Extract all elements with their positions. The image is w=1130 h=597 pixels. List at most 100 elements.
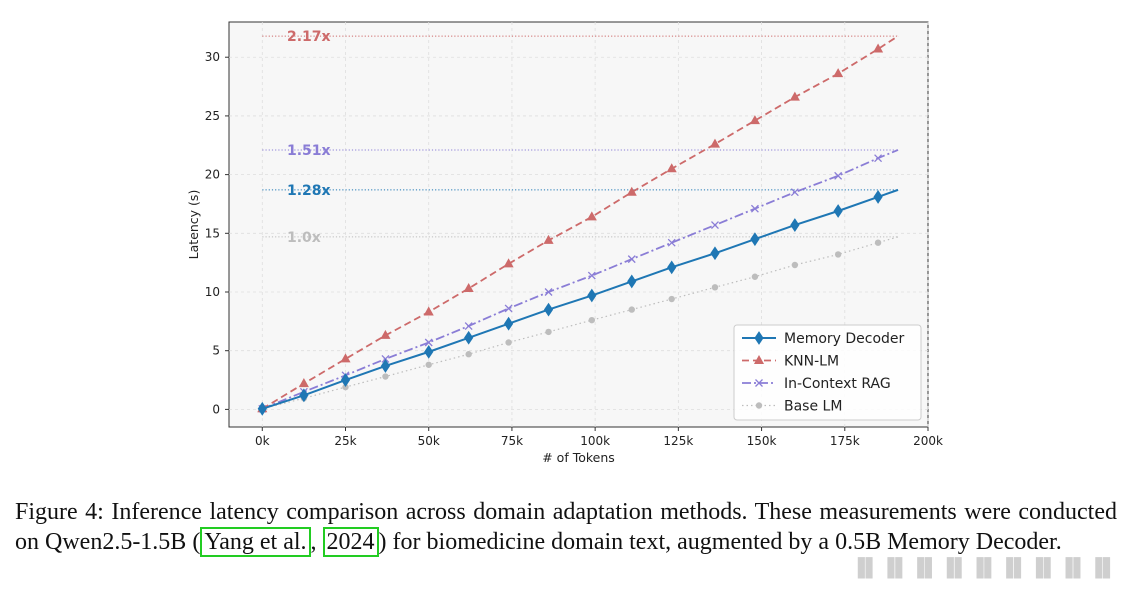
point-1-6 <box>503 258 514 268</box>
point-2-3 <box>381 354 390 363</box>
point-2-4 <box>424 338 433 347</box>
point-0-2 <box>340 373 351 387</box>
point-0-5 <box>464 330 474 345</box>
x-tick-label-4: 100k <box>580 434 610 448</box>
ratio-label-3: 1.0x <box>287 230 321 246</box>
point-1-10 <box>666 163 677 173</box>
point-0-13 <box>790 218 800 232</box>
y-tick-label-4: 20 <box>205 168 220 182</box>
legend-label-0: Memory Decoder <box>784 331 905 347</box>
legend: Memory Decoder KNN-LM In-Context RAG Base L… <box>733 324 922 421</box>
legend-marker-0 <box>754 331 764 345</box>
point-2-5 <box>464 322 473 331</box>
point-3-10 <box>668 295 675 303</box>
x-tick-label-7: 175k <box>830 434 860 448</box>
legend-label-1: KNN-LM <box>784 354 839 370</box>
x-axis-ticks: 0k 25k 50k 75k 100k 125k 150k 175k 200k <box>255 427 943 448</box>
point-3-7 <box>545 328 552 336</box>
point-2-11-b <box>711 221 719 230</box>
point-1-11 <box>709 138 721 148</box>
point-0-1 <box>299 388 309 403</box>
series-0 <box>257 188 899 416</box>
point-3-3 <box>382 373 389 380</box>
point-3-15 <box>874 239 882 246</box>
point-3-4 <box>425 361 432 368</box>
point-2-14-b <box>834 171 843 180</box>
point-3-13 <box>791 261 799 269</box>
point-2-10 <box>667 238 676 247</box>
x-tick-label-3: 75k <box>501 434 523 448</box>
point-2-14 <box>834 171 843 180</box>
point-1-15 <box>873 43 884 53</box>
point-1-13 <box>789 91 800 101</box>
point-1-4 <box>423 306 434 316</box>
y-tick-label-5: 25 <box>205 109 220 123</box>
point-3-8 <box>588 316 596 324</box>
point-1-2 <box>340 353 351 363</box>
legend-marker-3 <box>755 402 763 409</box>
y-tick-label-6: 30 <box>205 50 220 64</box>
point-3-2 <box>342 383 349 391</box>
point-2-9-b <box>627 255 636 264</box>
point-1-14 <box>833 68 844 78</box>
point-1-8 <box>586 211 597 221</box>
point-2-7-b <box>544 288 553 296</box>
point-2-4-b <box>424 338 433 347</box>
x-tick-label-0: 0k <box>255 434 270 448</box>
point-2-11 <box>711 221 719 230</box>
citation-link-year[interactable]: 2024 <box>322 527 379 557</box>
point-1-12 <box>749 115 760 125</box>
point-3-14 <box>834 251 842 258</box>
x-tick-label-5: 125k <box>663 434 693 448</box>
point-3-6 <box>505 339 512 346</box>
legend-box <box>733 324 922 421</box>
watermark-glyphs: ▐▌▐▌▐▌▐▌▐▌▐▌▐▌▐▌▐▌ <box>850 558 1118 579</box>
point-2-12 <box>750 204 759 213</box>
point-0-10 <box>667 260 677 275</box>
point-2-15 <box>874 154 883 163</box>
point-2-13-b <box>790 188 799 197</box>
ratio-label-0: 2.17x <box>287 29 331 45</box>
point-1-5 <box>463 282 474 292</box>
caption-separator: , <box>310 529 323 555</box>
point-0-4 <box>424 344 434 359</box>
ratio-label-2: 1.28x <box>287 183 331 199</box>
point-0-0 <box>257 401 267 416</box>
x-tick-label-6: 150k <box>747 434 777 448</box>
point-2-5-b <box>464 322 473 331</box>
point-0-14 <box>833 204 843 218</box>
y-tick-label-0: 0 <box>212 402 220 416</box>
ratio-reference-lines <box>262 35 899 238</box>
point-0-15 <box>873 190 883 204</box>
ratio-label-1: 1.51x <box>287 143 331 159</box>
legend-marker-1 <box>753 354 765 364</box>
point-1-1 <box>298 378 309 388</box>
ratio-annotations: 2.17x 1.51x 1.28x 1.0x <box>287 29 331 246</box>
latency-chart: 0k 25k 50k 75k 100k 125k 150k 175k 200k 0 5 10 15 20… <box>186 21 943 465</box>
point-2-13 <box>790 188 799 197</box>
point-3-12 <box>751 273 759 280</box>
citation-link-author[interactable]: Yang et al. <box>200 527 311 557</box>
point-2-10-b <box>667 238 676 247</box>
point-1-7 <box>543 234 554 244</box>
point-2-9 <box>627 255 636 264</box>
point-0-8 <box>587 288 597 303</box>
y-axis-label: Latency (s) <box>186 190 201 260</box>
point-0-6 <box>503 316 514 331</box>
point-1-9 <box>626 186 637 196</box>
series-1 <box>257 35 899 413</box>
point-2-8-b <box>587 271 596 280</box>
series-line-2 <box>261 149 899 410</box>
point-0-7 <box>543 302 554 317</box>
legend-label-3: Base LM <box>784 399 842 415</box>
caption-text-start: Figure 4: Inference latency comparison a… <box>15 499 1117 555</box>
point-3-9 <box>628 306 635 313</box>
y-tick-label-3: 15 <box>205 226 220 240</box>
series-group <box>257 35 899 416</box>
point-2-3-b <box>381 354 390 363</box>
point-2-8 <box>587 271 596 280</box>
x-tick-label-1: 25k <box>334 434 356 448</box>
point-3-5 <box>465 351 472 358</box>
point-2-6-b <box>504 304 513 313</box>
series-line-3 <box>262 236 899 410</box>
